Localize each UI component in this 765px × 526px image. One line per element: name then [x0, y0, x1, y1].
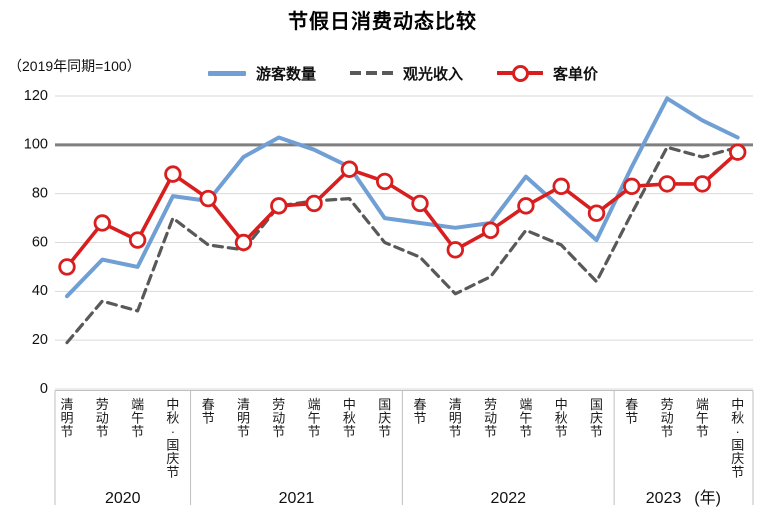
price-data-point-marker — [234, 233, 253, 252]
x-axis-category-label: 端午节 — [308, 397, 321, 439]
price-data-point-marker — [340, 160, 359, 178]
x-axis-category-label: 端午节 — [131, 397, 144, 439]
price-data-point-marker — [729, 143, 747, 161]
x-axis-category-label: 劳动节 — [272, 397, 285, 439]
y-axis-tick-label: 0 — [40, 381, 48, 397]
y-axis-tick-label: 120 — [24, 88, 48, 104]
y-axis-tick-label: 40 — [32, 283, 48, 299]
price-data-point-marker — [93, 214, 112, 232]
price-data-point-marker — [658, 175, 676, 193]
x-axis-category-label: 国庆节 — [378, 397, 391, 439]
x-axis-category-label: 清明节 — [237, 397, 250, 439]
price-data-point-marker — [623, 177, 641, 196]
price-data-point-marker — [164, 165, 182, 183]
chart-title: 节假日消费动态比较 — [288, 11, 477, 33]
price-data-point-marker — [552, 177, 570, 196]
year-label: 2021 — [279, 490, 315, 507]
revenue-dashed-line-icon — [350, 70, 394, 76]
price-data-point-marker — [517, 197, 535, 215]
price-data-point-marker — [481, 221, 500, 239]
x-axis-category-label: 国庆节 — [590, 397, 603, 439]
price-data-point-marker — [58, 258, 76, 276]
legend-item-revenue: 观光收入 — [350, 63, 463, 84]
x-axis-category-label: 中秋·国庆节 — [731, 397, 744, 480]
x-axis-category-label: 中秋节 — [555, 397, 568, 439]
x-axis-category-label: 春节 — [413, 397, 426, 426]
legend-label-price: 客单价 — [553, 65, 599, 83]
x-axis-category-label: 春节 — [625, 397, 638, 426]
price-data-point-marker — [128, 231, 147, 249]
price-data-point-marker — [199, 189, 217, 208]
x-axis-unit-label: (年) — [694, 489, 721, 507]
legend-label-revenue: 观光收入 — [403, 65, 464, 83]
tourists-line-icon — [208, 70, 246, 76]
x-axis-category-label: 端午节 — [519, 397, 532, 439]
x-axis-category-label: 清明节 — [60, 397, 73, 439]
x-axis-category-label: 中秋节 — [343, 397, 356, 439]
legend: 游客数量 观光收入 客单价 — [208, 62, 598, 84]
price-data-point-marker — [446, 241, 465, 259]
x-axis-category-label: 春节 — [202, 397, 215, 426]
y-axis-tick-label: 20 — [32, 332, 48, 348]
price-data-point-marker — [693, 175, 712, 193]
year-label: 2020 — [105, 490, 141, 507]
tourists-series-line — [65, 96, 740, 299]
baseline-note: （2019年同期=100） — [8, 58, 141, 74]
price-data-point-marker — [376, 172, 394, 191]
y-axis-tick-label: 100 — [24, 137, 48, 153]
x-axis-category-label: 中秋·国庆节 — [166, 397, 179, 480]
y-axis-tick-label: 80 — [32, 185, 48, 201]
y-axis-tick-label: 60 — [32, 234, 48, 250]
legend-label-tourists: 游客数量 — [256, 65, 317, 83]
x-axis-category-label: 劳动节 — [484, 397, 497, 439]
x-axis-category-label: 劳动节 — [661, 397, 674, 439]
price-data-point-marker — [305, 194, 323, 213]
price-data-point-marker — [411, 194, 429, 213]
price-data-point-marker — [270, 197, 288, 215]
year-label: 2023 — [646, 490, 682, 507]
legend-item-price: 客单价 — [497, 63, 598, 84]
price-data-point-marker — [587, 204, 606, 222]
x-axis-category-label: 端午节 — [696, 397, 709, 439]
x-axis-category-label: 劳动节 — [96, 397, 109, 439]
price-marker-line-icon — [497, 64, 544, 82]
revenue-series-line — [65, 145, 740, 345]
year-label: 2022 — [490, 490, 526, 507]
x-axis-category-label: 清明节 — [449, 397, 462, 439]
legend-item-tourists: 游客数量 — [208, 63, 316, 84]
